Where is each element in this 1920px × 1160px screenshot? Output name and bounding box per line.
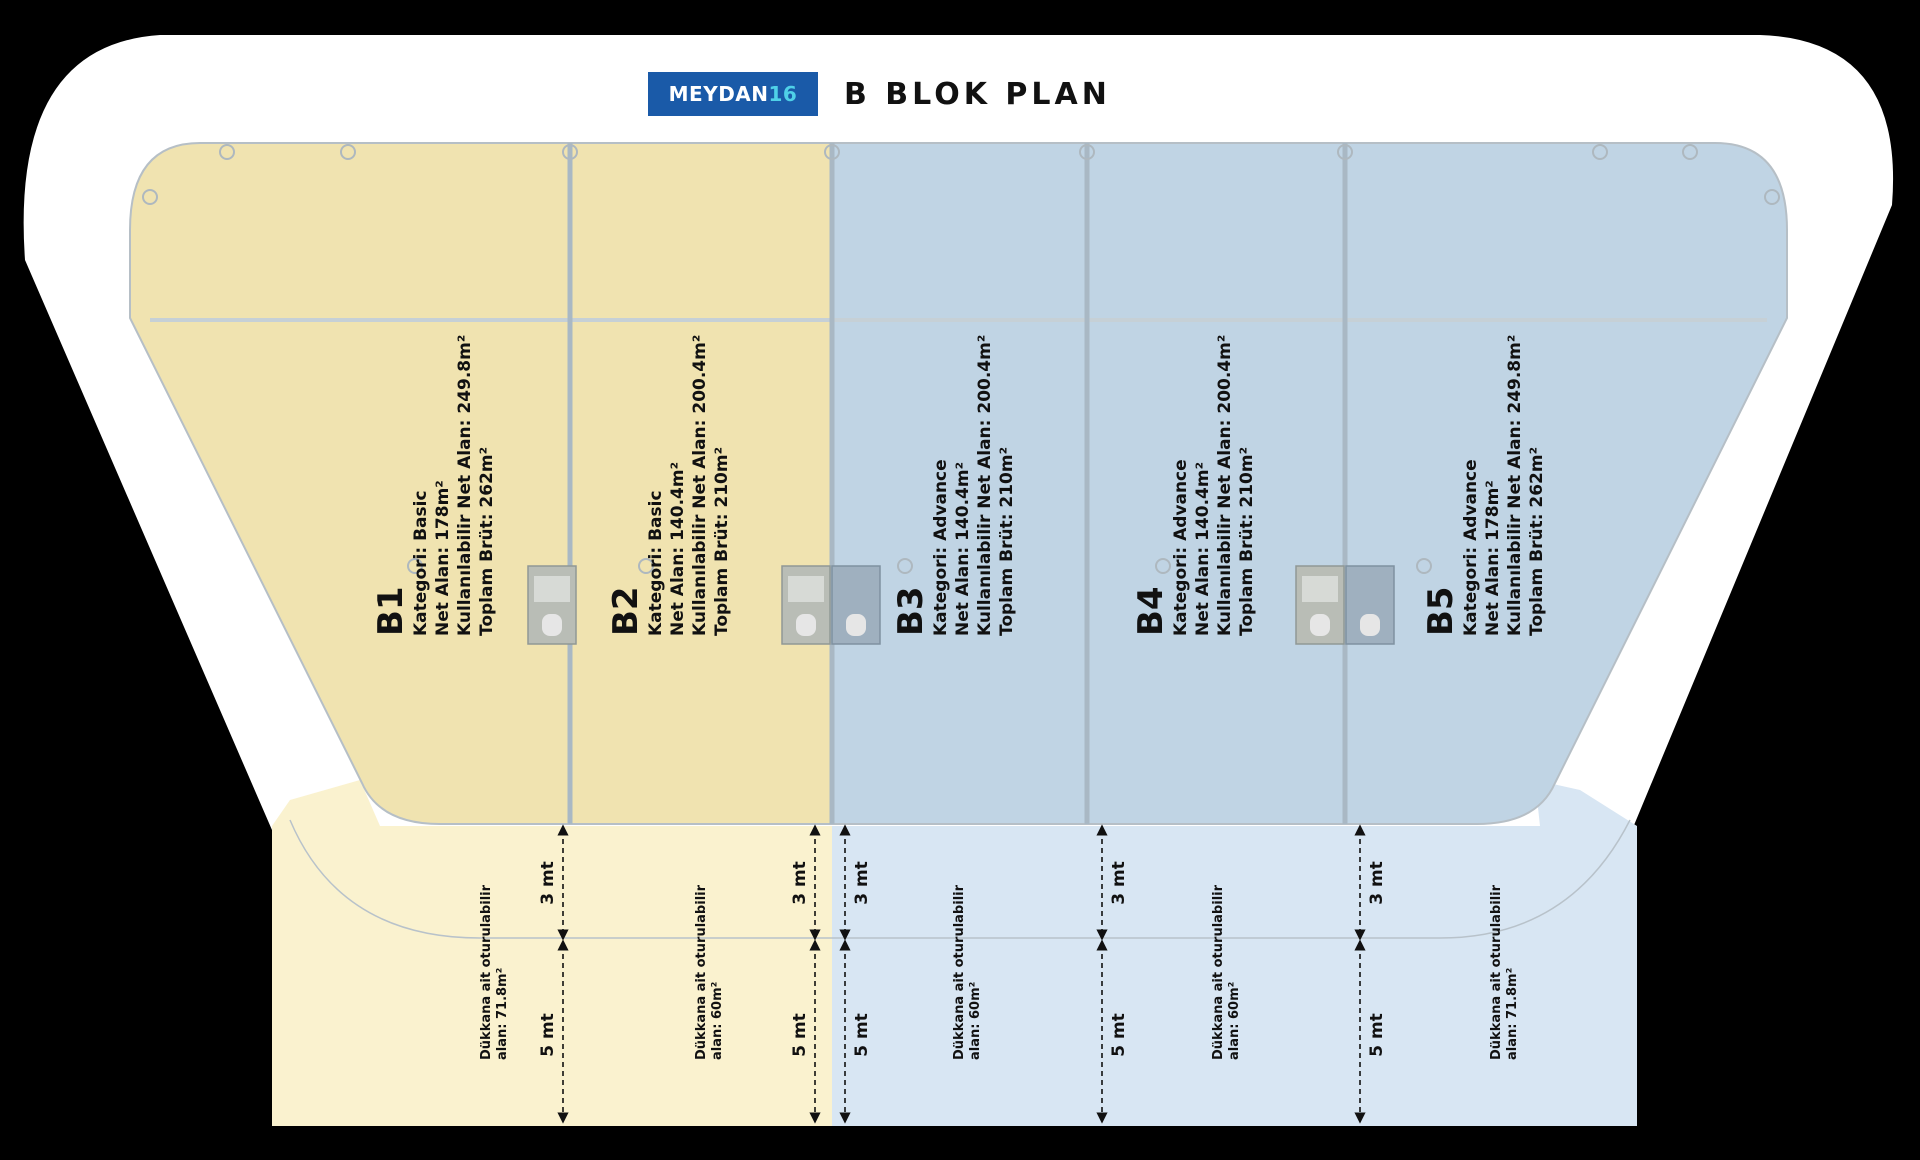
unit-spec-line: Kullanılabilir Net Alan: 200.4m² [1215,335,1235,636]
unit-spec-line: Toplam Brüt: 210m² [712,447,732,636]
terrace-label-line1: Dükkana ait oturulabilir [952,884,967,1060]
wc-blocks [527,565,1395,645]
unit-id: B4 [1131,586,1171,636]
column [824,144,840,160]
terrace-label-line2: alan: 60m² [710,982,725,1060]
column [1764,189,1780,205]
terrace-advance [832,826,1637,1126]
page-title: B BLOK PLAN [844,76,1111,112]
unit-label-b4: B4 Kategori: Advance Net Alan: 140.4m² Kull… [1131,335,1257,636]
unit-spec-line: Kategori: Basic [411,490,431,636]
dimension-label-3mt: 3 mt [790,861,810,905]
terrace-label-line1: Dükkana ait oturulabilir [1489,884,1504,1060]
unit-spec-line: Kullanılabilir Net Alan: 249.8m² [1505,335,1525,636]
column [897,558,913,574]
column [1592,144,1608,160]
terrace-label-line1: Dükkana ait oturulabilir [1211,884,1226,1060]
column [1337,144,1353,160]
unit-spec-line: Net Alan: 140.4m² [1193,462,1213,636]
unit-spec-line: Kullanılabilir Net Alan: 249.8m² [455,335,475,636]
dimension-label-5mt: 5 mt [1367,1013,1387,1057]
unit-id: B3 [891,586,931,636]
terrace-advance-wing [1535,780,1637,826]
unit-spec-line: Toplam Brüt: 262m² [477,447,497,636]
terrace-label-line1: Dükkana ait oturulabilir [479,884,494,1060]
column [1416,558,1432,574]
wc-block [1345,565,1395,645]
logo: MEYDAN 16 [648,72,818,116]
floor-basic [129,142,833,825]
unit-spec-line: Net Alan: 140.4m² [953,462,973,636]
wc-block [781,565,831,645]
terrace-basic [272,826,832,1126]
unit-spec-line: Net Alan: 178m² [1483,480,1503,636]
dimension-lines [557,824,1366,1124]
logo-prefix: MEYDAN [668,82,769,106]
terrace-labels: 3 mt 5 mt 3 mt 5 mt 3 mt 5 mt 3 mt 5 mt 3 mt 5 mt… [479,861,1520,1060]
logo-number: 16 [768,82,798,106]
dimension-label-3mt: 3 mt [1109,861,1129,905]
terrace-label-line2: alan: 60m² [968,982,983,1060]
unit-spec-line: Toplam Brüt: 210m² [1237,447,1257,636]
dimension-label-5mt: 5 mt [538,1013,558,1057]
column [340,144,356,160]
unit-spec-line: Kategori: Basic [646,490,666,636]
terrace-area [272,780,1637,1126]
unit-label-b3: B3 Kategori: Advance Net Alan: 140.4m² Kull… [891,335,1017,636]
wc-block [831,565,881,645]
wc-block [1295,565,1345,645]
unit-id: B5 [1421,586,1461,636]
unit-label-b5: B5 Kategori: Advance Net Alan: 178m² Kullan… [1421,335,1547,636]
dimension-label-3mt: 3 mt [538,861,558,905]
terrace-label-line1: Dükkana ait oturulabilir [694,884,709,1060]
dimension-label-5mt: 5 mt [852,1013,872,1057]
unit-spec-line: Kullanılabilir Net Alan: 200.4m² [975,335,995,636]
unit-label-b2: B2 Kategori: Basic Net Alan: 140.4m² Kullan… [606,335,732,636]
columns [142,144,1780,574]
dimension-label-5mt: 5 mt [790,1013,810,1057]
unit-spec-line: Kategori: Advance [1461,459,1481,636]
column [1155,558,1171,574]
column [562,144,578,160]
dimension-label-3mt: 3 mt [1367,861,1387,905]
unit-label-b1: B1 Kategori: Basic Net Alan: 178m² Kullanıl… [371,335,497,636]
unit-spec-line: Kullanılabilir Net Alan: 200.4m² [690,335,710,636]
unit-spec-line: Kategori: Advance [931,459,951,636]
unit-spec-line: Toplam Brüt: 210m² [997,447,1017,636]
header: MEYDAN 16 B BLOK PLAN [648,72,1111,116]
terrace-label-line2: alan: 71.8m² [1505,968,1520,1060]
dimension-label-5mt: 5 mt [1109,1013,1129,1057]
interior-floor [129,142,1788,825]
unit-id: B1 [371,586,411,636]
column [638,558,654,574]
column [142,189,158,205]
terrace-label-line2: alan: 60m² [1227,982,1242,1060]
floor-advance [831,142,1788,825]
column [1682,144,1698,160]
wc-block [527,565,577,645]
terrace-arc [289,819,1631,939]
terrace-basic-wing [272,780,380,826]
unit-dividers [567,143,1348,824]
unit-spec-line: Net Alan: 140.4m² [668,462,688,636]
unit-id: B2 [606,586,646,636]
unit-labels: B1 Kategori: Basic Net Alan: 178m² Kullanıl… [371,335,1547,636]
column [407,558,423,574]
unit-spec-line: Net Alan: 178m² [433,480,453,636]
unit-spec-line: Kategori: Advance [1171,459,1191,636]
terrace-label-line2: alan: 71.8m² [495,968,510,1060]
column [1079,144,1095,160]
column [219,144,235,160]
dimension-label-3mt: 3 mt [852,861,872,905]
unit-spec-line: Toplam Brüt: 262m² [1527,447,1547,636]
